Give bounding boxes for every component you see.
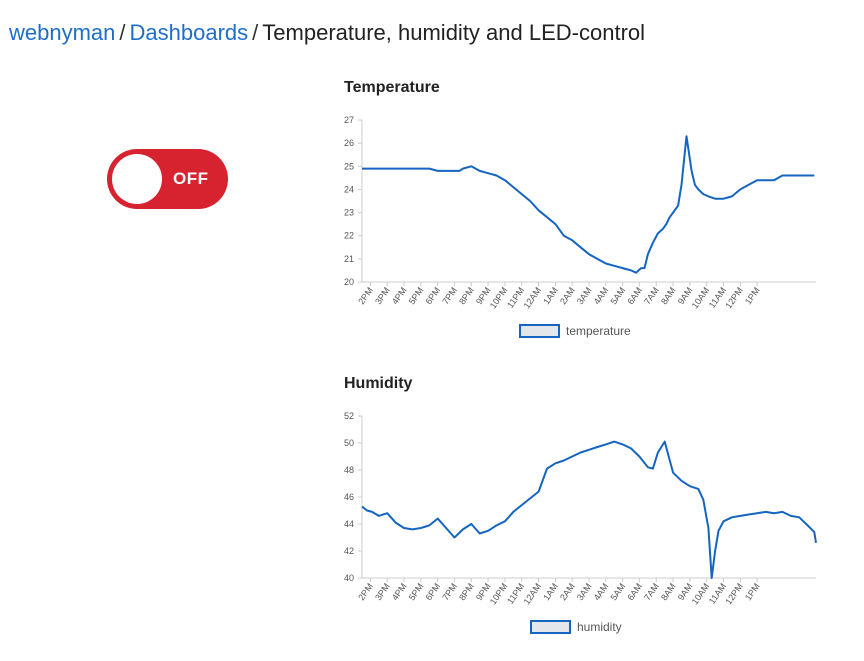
x-tick-label: 3AM (575, 581, 594, 602)
x-tick-label: 7AM (642, 581, 661, 602)
breadcrumb-separator: / (119, 20, 126, 45)
y-tick-label: 23 (344, 208, 354, 218)
y-tick-label: 42 (344, 546, 354, 556)
x-tick-label: 5AM (608, 285, 627, 306)
x-tick-label: 7PM (440, 285, 459, 306)
x-tick-label: 6PM (423, 581, 442, 602)
x-tick-label: 4PM (390, 581, 409, 602)
x-tick-label: 12PM (723, 581, 745, 606)
y-tick-label: 20 (344, 277, 354, 287)
y-tick-label: 48 (344, 465, 354, 475)
toggle-knob[interactable] (112, 154, 162, 204)
x-tick-label: 12PM (723, 285, 745, 310)
breadcrumb: webnyman / Dashboards / Temperature, humidit… (9, 20, 645, 46)
x-tick-label: 3AM (575, 285, 594, 306)
x-tick-label: 8PM (457, 285, 476, 306)
humidity-legend-label: humidity (577, 620, 622, 634)
x-tick-label: 2AM (558, 285, 577, 306)
temperature-chart-title: Temperature (344, 79, 440, 96)
led-toggle-switch[interactable]: OFF (107, 149, 228, 209)
x-tick-label: 1PM (743, 581, 762, 602)
x-tick-label: 7AM (642, 285, 661, 306)
x-tick-label: 6AM (625, 285, 644, 306)
temperature-legend-swatch (519, 324, 560, 338)
humidity-chart: 404244464850522PM3PM4PM5PM6PM7PM8PM9PM10… (344, 411, 817, 634)
y-tick-label: 26 (344, 138, 354, 148)
x-tick-label: 10AM (690, 285, 712, 310)
temperature-chart: 20212223242526272PM3PM4PM5PM6PM7PM8PM9PM… (344, 115, 816, 338)
breadcrumb-user-link[interactable]: webnyman (9, 20, 116, 45)
x-tick-label: 2PM (356, 285, 375, 306)
x-tick-label: 12AM (522, 285, 544, 310)
temperature-legend-label: temperature (566, 324, 631, 338)
x-tick-label: 5AM (608, 581, 627, 602)
x-tick-label: 3PM (373, 581, 392, 602)
x-tick-label: 10PM (488, 285, 510, 310)
x-tick-label: 5PM (407, 285, 426, 306)
x-tick-label: 8AM (659, 581, 678, 602)
page-title: Temperature, humidity and LED-control (262, 20, 646, 45)
x-tick-label: 5PM (407, 581, 426, 602)
y-tick-label: 25 (344, 161, 354, 171)
y-tick-label: 21 (344, 254, 354, 264)
y-tick-label: 52 (344, 411, 354, 421)
breadcrumb-dashboards-link[interactable]: Dashboards (129, 20, 249, 45)
x-tick-label: 10PM (488, 581, 510, 606)
x-tick-label: 1AM (541, 285, 560, 306)
y-tick-label: 27 (344, 115, 354, 125)
x-tick-label: 4AM (592, 285, 611, 306)
y-tick-label: 44 (344, 519, 354, 529)
x-tick-label: 3PM (373, 285, 392, 306)
x-tick-label: 1PM (743, 285, 762, 306)
x-tick-label: 8PM (457, 581, 476, 602)
x-tick-label: 7PM (440, 581, 459, 602)
x-tick-label: 6AM (625, 581, 644, 602)
toggle-state-label: OFF (173, 169, 209, 188)
temperature-series-line (362, 135, 815, 274)
x-tick-label: 12AM (522, 581, 544, 606)
y-tick-label: 24 (344, 184, 354, 194)
x-tick-label: 6PM (423, 285, 442, 306)
breadcrumb-separator: / (252, 20, 259, 45)
y-tick-label: 22 (344, 231, 354, 241)
x-tick-label: 4PM (390, 285, 409, 306)
x-tick-label: 1AM (541, 581, 560, 602)
humidity-legend-swatch (530, 620, 571, 634)
x-tick-label: 2PM (356, 581, 375, 602)
x-tick-label: 8AM (659, 285, 678, 306)
y-tick-label: 46 (344, 492, 354, 502)
x-tick-label: 4AM (592, 581, 611, 602)
humidity-chart-title: Humidity (344, 375, 413, 392)
y-tick-label: 50 (344, 438, 354, 448)
x-tick-label: 2AM (558, 581, 577, 602)
y-tick-label: 40 (344, 573, 354, 583)
x-tick-label: 10AM (690, 581, 712, 606)
humidity-series-line (361, 440, 817, 579)
